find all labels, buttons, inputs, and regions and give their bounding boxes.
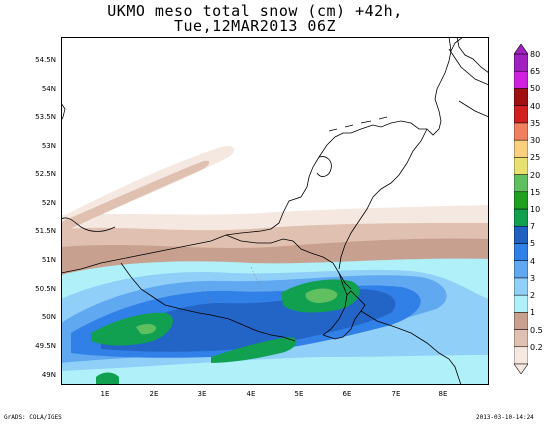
- lon-label: 2E: [149, 390, 159, 398]
- legend-swatch: [514, 53, 528, 72]
- legend-swatch: [514, 191, 528, 210]
- legend-swatch: [514, 329, 528, 348]
- lon-label: 7E: [391, 390, 401, 398]
- denmark-coast: [448, 37, 489, 74]
- lat-label: 50.5N: [35, 285, 56, 293]
- lon-label: 3E: [197, 390, 207, 398]
- legend-swatch: [514, 122, 528, 141]
- map-title-line2: Tue,12MAR2013 06Z: [173, 17, 337, 35]
- snow-contour-0.5-north: [61, 160, 210, 233]
- legend-swatch: [514, 243, 528, 261]
- color-legend: [514, 44, 528, 374]
- frisian-islands: [328, 116, 388, 132]
- legend-bottom-arrow: [514, 363, 528, 374]
- legend-label: 4: [530, 256, 536, 266]
- legend-swatch: [514, 277, 528, 296]
- legend-label: 25: [530, 153, 541, 163]
- legend-swatch: [514, 260, 528, 279]
- nl-de-border: [338, 128, 428, 270]
- lat-label: 51N: [41, 256, 56, 264]
- belgium-france-border: [120, 262, 296, 342]
- lat-label: 52.5N: [35, 170, 56, 178]
- legend-label: 2: [530, 291, 536, 301]
- legend-label: 50: [530, 84, 541, 94]
- legend-label: 30: [530, 136, 541, 146]
- lon-label: 4E: [246, 390, 256, 398]
- legend-label: 0.5: [530, 325, 543, 335]
- snow-contour-15-b: [136, 324, 157, 335]
- admin-lines: [200, 266, 262, 303]
- legend-label: 1: [530, 308, 536, 318]
- legend-label: 15: [530, 187, 541, 197]
- legend-swatch: [514, 157, 528, 175]
- snow-contour-10-d: [96, 372, 119, 385]
- legend-swatch: [514, 174, 528, 193]
- footer-timestamp: 2013-03-10-14:24: [476, 414, 534, 421]
- legend-swatch: [514, 346, 528, 365]
- lon-label: 8E: [438, 390, 448, 398]
- legend-label: 7: [530, 222, 536, 232]
- snow-contour-15: [305, 288, 338, 303]
- legend-swatch: [514, 105, 528, 124]
- lat-label: 50N: [41, 313, 56, 321]
- ijsselmeer: [316, 156, 332, 177]
- belgium-de-border: [322, 272, 348, 336]
- legend-swatch: [514, 312, 528, 330]
- footer-credit: GrADS: COLA/IGES: [4, 414, 62, 421]
- lat-label: 52N: [41, 199, 56, 207]
- legend-swatch: [514, 208, 528, 227]
- continental-coast: [61, 37, 464, 274]
- snow-contour-10-c: [211, 337, 297, 363]
- france-de-border: [360, 310, 462, 385]
- legend-swatch: [514, 88, 528, 106]
- legend-swatch: [514, 225, 528, 244]
- legend-label: 3: [530, 273, 536, 283]
- legend-label: 0.2: [530, 342, 543, 352]
- legend-label: 35: [530, 118, 541, 128]
- lon-label: 6E: [342, 390, 352, 398]
- legend-label: 5: [530, 239, 536, 249]
- lat-label: 51.5N: [35, 227, 56, 235]
- lon-label: 1E: [100, 390, 110, 398]
- de-inner-border: [448, 48, 489, 118]
- lat-label: 53N: [41, 142, 56, 150]
- lat-label: 49N: [41, 371, 56, 379]
- lat-label: 54.5N: [35, 56, 56, 64]
- luxembourg-border: [322, 290, 366, 340]
- legend-label: 20: [530, 170, 541, 180]
- legend-label: 80: [530, 50, 541, 59]
- map-title-line1: UKMO meso total snow (cm) +42h,: [107, 2, 403, 20]
- legend-swatch: [514, 139, 528, 158]
- legend-label: 10: [530, 205, 541, 214]
- lat-label: 49.5N: [35, 342, 56, 350]
- snow-contour-10-b: [91, 312, 173, 346]
- lat-label: 54N: [41, 85, 56, 93]
- legend-swatch: [514, 70, 528, 89]
- legend-label: 65: [530, 67, 541, 77]
- legend-top-arrow: [514, 44, 528, 55]
- lon-label: 5E: [294, 390, 304, 398]
- legend-label: 40: [530, 101, 541, 111]
- lat-label: 53.5N: [35, 113, 56, 121]
- legend-swatch: [514, 294, 528, 313]
- snow-map: [61, 37, 489, 385]
